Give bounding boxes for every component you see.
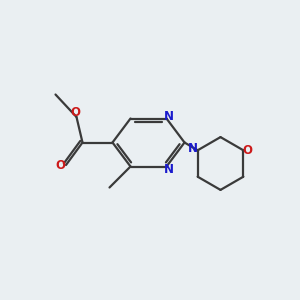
- Text: O: O: [56, 159, 66, 172]
- Text: O: O: [70, 106, 80, 119]
- Text: N: N: [164, 110, 174, 123]
- Text: N: N: [164, 163, 174, 176]
- Text: N: N: [188, 142, 198, 155]
- Text: O: O: [243, 144, 253, 157]
